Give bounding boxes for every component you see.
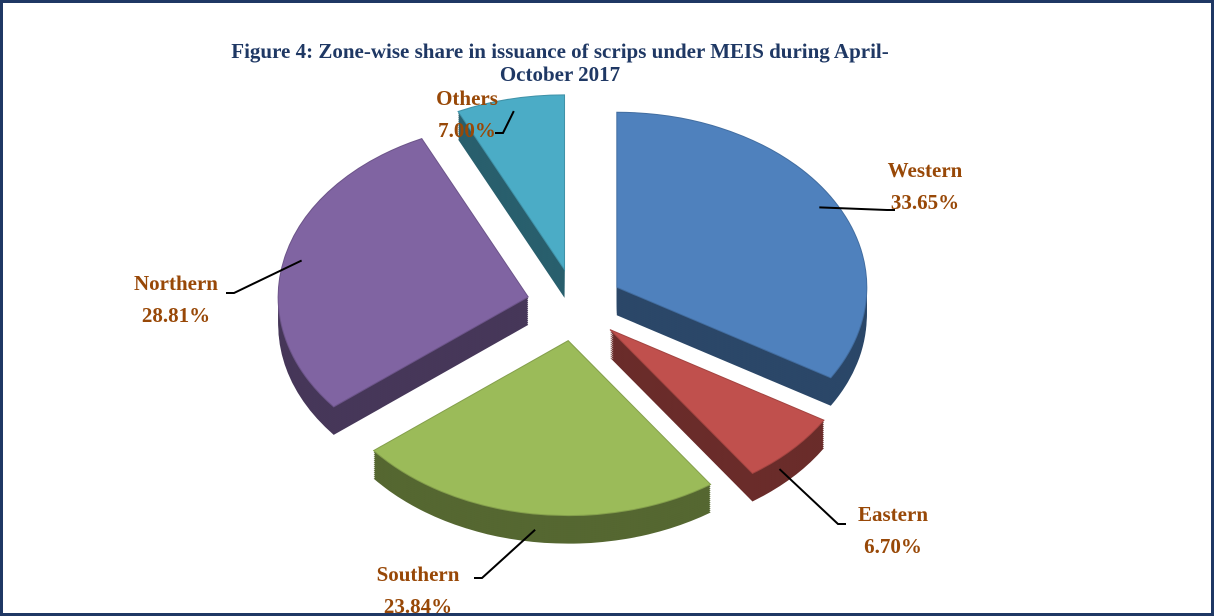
leader-line xyxy=(226,259,303,294)
slice xyxy=(616,111,868,379)
category-label: Northern xyxy=(134,271,218,295)
slice xyxy=(609,329,825,475)
value-label: 6.70% xyxy=(864,534,922,558)
category-label: Others xyxy=(436,86,498,110)
category-label: Western xyxy=(888,158,963,182)
value-label: 23.84% xyxy=(384,594,452,616)
category-label: Eastern xyxy=(858,502,928,526)
chart-title: Figure 4: Zone-wise share in issuance of… xyxy=(231,39,889,86)
category-label: Southern xyxy=(377,562,460,586)
value-label: 28.81% xyxy=(142,303,210,327)
leader-line xyxy=(495,110,515,134)
leader-line xyxy=(819,206,895,211)
value-label: 7.00% xyxy=(438,118,496,142)
leader-line xyxy=(778,468,846,525)
slice xyxy=(457,94,566,272)
slice xyxy=(372,340,712,517)
value-label: 33.65% xyxy=(891,190,959,214)
slice xyxy=(277,137,529,408)
leader-line xyxy=(474,528,536,579)
